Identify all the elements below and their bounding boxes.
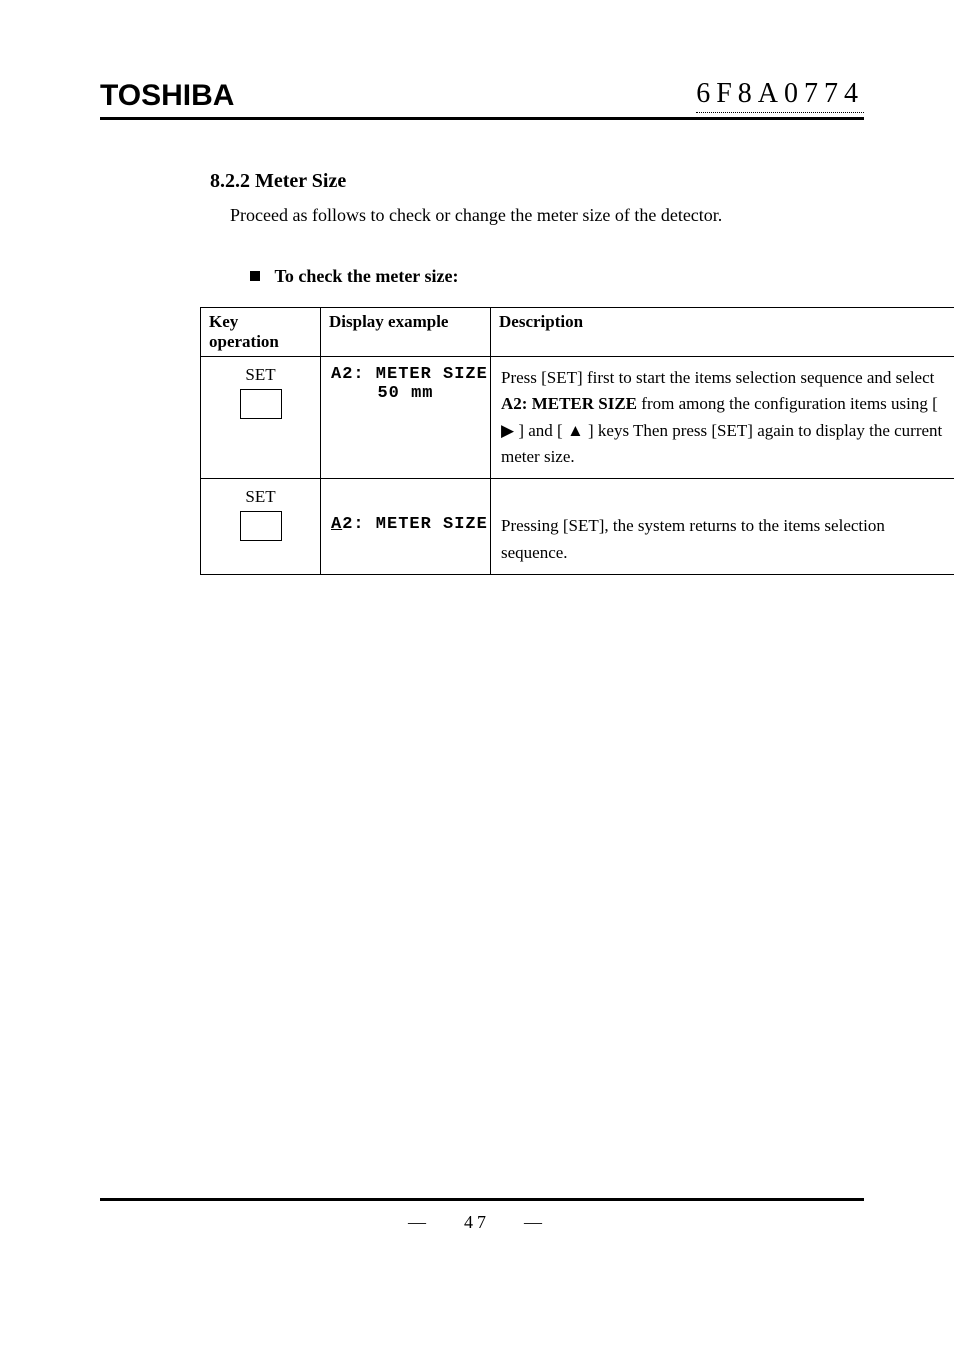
key-operation-cell: SET [201,357,321,479]
description-cell: Pressing [SET], the system returns to th… [491,479,954,575]
section-title: Meter Size [255,170,346,192]
square-bullet-icon [250,271,260,281]
page: TOSHIBA 6F8A0774 8.2.2 Meter Size Procee… [0,0,954,1351]
page-header: TOSHIBA 6F8A0774 [100,78,864,120]
col-header-key: Key operation [201,308,321,357]
page-number: — 47 — [0,1212,954,1233]
table-header-row: Key operation Display example Descriptio… [201,308,954,357]
display-line-2: 50 mm [377,384,433,403]
display-example-cell: A2: METER SIZE [321,479,491,575]
table-row: SET A2: METER SIZE Pressing [SET], the s… [201,479,954,575]
desc-text-bold: A2: METER SIZE [501,394,637,413]
footer-rule [100,1198,864,1201]
brand-logo: TOSHIBA [100,79,234,113]
bullet-text: To check the meter size: [275,266,459,286]
key-button-icon [240,511,282,541]
bullet-check-meter-size: To check the meter size: [250,266,864,287]
description-cell: Press [SET] first to start the items sel… [491,357,954,479]
display-example-cell: A2: METER SIZE 50 mm [321,357,491,479]
key-button-icon [240,389,282,419]
page-num-prefix: — [408,1212,430,1232]
procedure-table: Key operation Display example Descriptio… [200,307,954,575]
table-row: SET A2: METER SIZE 50 mm Press [SET] fir… [201,357,954,479]
section-intro: Proceed as follows to check or change th… [230,205,864,226]
page-num-value: 47 [464,1212,490,1232]
section-heading: 8.2.2 Meter Size [210,170,864,193]
desc-text-pre: Press [SET] first to start the items sel… [501,368,934,387]
col-header-display: Display example [321,308,491,357]
key-operation-cell: SET [201,479,321,575]
section-number: 8.2.2 [210,170,250,192]
key-label: SET [211,365,310,385]
display-underlined-char: A [331,515,342,534]
desc-text: Pressing [SET], the system returns to th… [501,516,885,561]
document-number: 6F8A0774 [696,78,864,113]
display-rest: 2: METER SIZE [342,515,488,534]
col-header-description: Description [491,308,954,357]
page-num-suffix: — [524,1212,546,1232]
display-line-1: A2: METER SIZE [331,365,488,384]
key-label: SET [211,487,310,507]
